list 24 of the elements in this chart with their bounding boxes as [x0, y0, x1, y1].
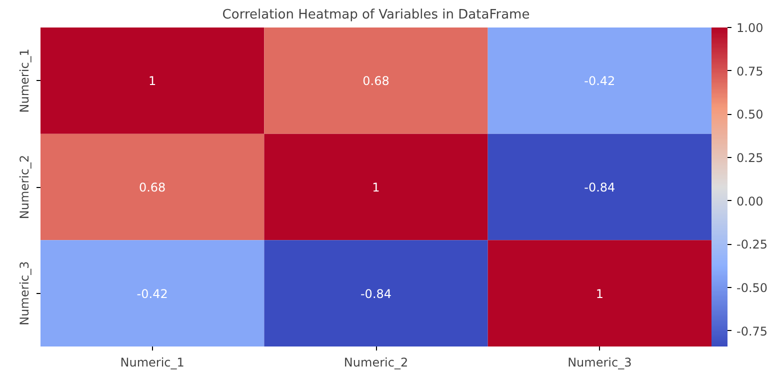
color-bar-label: 0.25 [736, 151, 764, 166]
color-bar-label: -0.25 [736, 238, 768, 252]
data-label: 1 [596, 286, 604, 301]
color-bar-label: -0.50 [736, 281, 768, 296]
data-label: 0.68 [362, 74, 390, 88]
data-label: -0.84 [584, 180, 616, 194]
data-label: -0.84 [360, 286, 392, 301]
color-bar-label: 1.00 [736, 21, 764, 35]
data-label: -0.42 [584, 74, 616, 88]
data-label: 1 [372, 180, 380, 194]
y-tick-label: Numeric_2 [18, 154, 32, 220]
x-tick-label: Numeric_1 [120, 356, 184, 370]
y-tick-label: Numeric_1 [18, 48, 32, 113]
chart-title: Correlation Heatmap of Variables in DataFrame [222, 8, 530, 22]
color-bar-label: 0.50 [736, 108, 764, 122]
data-label: 0.68 [138, 180, 166, 194]
y-tick-label: Numeric_3 [18, 261, 32, 326]
color-bar-label: 0.75 [736, 64, 764, 78]
color-bar-label: -0.75 [736, 324, 768, 338]
x-tick-label: Numeric_3 [568, 356, 632, 370]
color-bar-label: 0.00 [736, 194, 764, 208]
x-tick-label: Numeric_2 [344, 356, 408, 370]
data-label: -0.42 [136, 286, 168, 301]
data-label: 1 [148, 74, 156, 88]
